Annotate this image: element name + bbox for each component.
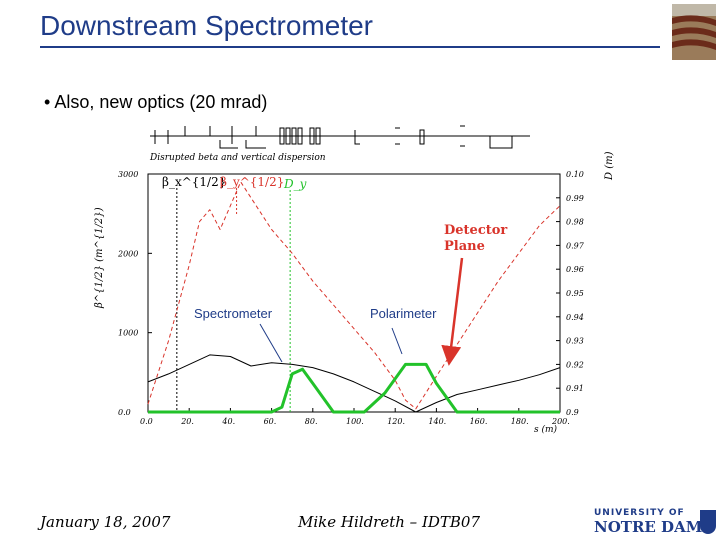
right-tick-label: 0.10: [566, 170, 584, 179]
right-tick-label: 0.94: [566, 313, 584, 322]
label-detector-line1: Detector: [444, 223, 507, 238]
lattice-strip: [150, 125, 530, 149]
figure-caption: Disrupted beta and vertical dispersion: [149, 153, 326, 163]
detector-arrow: [441, 257, 464, 366]
right-tick-label: 0.98: [566, 218, 584, 227]
optics-figure: Disrupted beta and vertical dispersion 0…: [94, 125, 615, 435]
x-tick-label: 60.: [264, 417, 277, 426]
bullet-item: • Also, new optics (20 mrad): [44, 92, 268, 112]
footer-author: Mike Hildreth – IDTB07: [298, 513, 481, 531]
title-underline: [40, 46, 660, 48]
polarimeter-pointer: [391, 327, 403, 355]
slide-title: Downstream Spectrometer: [40, 10, 374, 41]
x-tick-label: 120.: [387, 417, 405, 426]
right-tick-label: 0.93: [566, 337, 584, 346]
legend-beta-y: β_y^{1/2}: [220, 175, 284, 189]
logo-main-line: NOTRE DAME: [594, 518, 714, 536]
x-tick-label: 80.: [305, 417, 318, 426]
university-logo: UNIVERSITY OF NOTRE DAME: [594, 506, 718, 538]
x-tick-label: 200.: [551, 417, 570, 426]
x-tick-label: 40.: [221, 417, 235, 426]
legend-dy: D_y: [283, 177, 307, 191]
plot-ticks: 0.0 20. 40. 60. 80. 100. 120. 140. 160. 180. 200.0…: [117, 170, 585, 426]
right-axis-label: D (m): [604, 151, 615, 181]
label-detector-line2: Plane: [444, 239, 485, 254]
right-tick-label: 0.92: [566, 360, 584, 369]
corner-photo: [672, 4, 716, 60]
x-tick-label: 160.: [470, 417, 488, 426]
label-spectrometer: Spectrometer: [194, 306, 273, 321]
left-tick-label: 0.0: [118, 408, 131, 417]
plot-series: [147, 181, 561, 414]
series-beta-y: [147, 181, 561, 410]
right-tick-label: 0.9: [566, 408, 579, 417]
label-polarimeter: Polarimeter: [370, 306, 437, 321]
series-beta-x: [147, 354, 561, 413]
bullet-text: Also, new optics (20 mrad): [54, 92, 268, 112]
right-tick-label: 0.96: [566, 265, 584, 274]
left-tick-label: 3000: [118, 170, 138, 179]
x-tick-label: 20.: [180, 417, 194, 426]
left-tick-label: 2000: [117, 249, 138, 258]
spectrometer-pointer: [259, 323, 283, 363]
logo-top-line: UNIVERSITY OF: [594, 508, 685, 518]
x-tick-label: 140.: [428, 417, 446, 426]
footer-date: January 18, 2007: [40, 513, 171, 531]
x-tick-label: 100.: [346, 417, 364, 426]
shield-icon: [700, 510, 716, 534]
right-tick-label: 0.95: [566, 289, 584, 298]
right-tick-label: 0.97: [566, 241, 585, 250]
x-tick-label: 180.: [511, 417, 529, 426]
series-dy: [148, 362, 560, 414]
x-tick-label: 0.0: [140, 417, 153, 426]
right-tick-label: 0.99: [566, 194, 584, 203]
left-tick-label: 1000: [118, 329, 138, 338]
x-axis-label: s (m): [534, 424, 558, 435]
right-tick-label: 0.91: [566, 384, 584, 393]
left-axis-label: β^{1/2} (m^{1/2}): [94, 207, 105, 309]
legend-beta-x: β_x^{1/2}: [162, 175, 226, 189]
